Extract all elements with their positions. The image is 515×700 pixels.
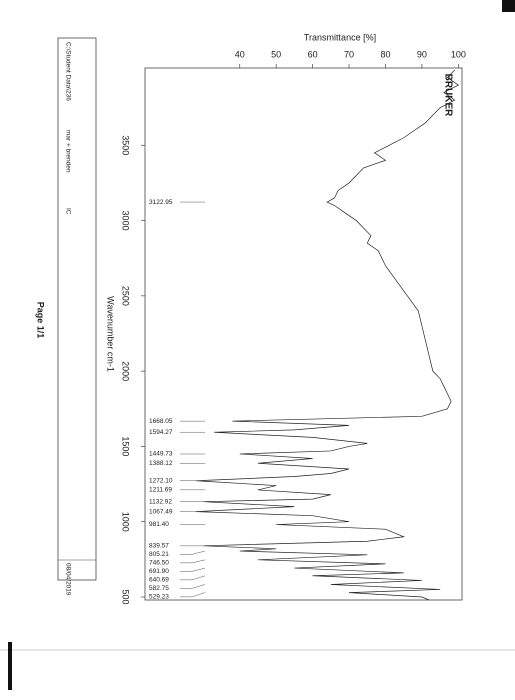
peak-label: 3122.95 — [149, 199, 173, 206]
peak-label: 805.21 — [149, 551, 169, 558]
y-tick-label: 100 — [451, 49, 466, 59]
edge-mark — [502, 0, 515, 12]
peak-label: 1132.92 — [149, 498, 172, 505]
peak-label: 746.50 — [149, 560, 169, 567]
peak-connector — [180, 584, 206, 589]
peak-label: 839.57 — [149, 543, 169, 550]
y-tick-label: 90 — [417, 49, 427, 59]
x-tick-label: 1000 — [121, 512, 131, 532]
peak-connector — [180, 575, 206, 581]
peak-label: 529.23 — [149, 594, 169, 601]
operator: mar + brenden — [64, 130, 71, 173]
plot-frame — [144, 67, 463, 601]
method: IC — [64, 208, 71, 215]
peak-label: 1211.69 — [149, 487, 172, 494]
peak-label: 1272.10 — [149, 477, 173, 484]
peak-label: 582.75 — [149, 585, 169, 592]
peak-connector — [180, 592, 206, 598]
peak-connector — [180, 559, 206, 564]
peak-label: 1594.27 — [149, 429, 173, 436]
x-tick-label: 2500 — [121, 286, 131, 306]
y-tick-label: 40 — [235, 49, 245, 59]
axis-title: Transmittance [%] — [304, 32, 376, 42]
peak-label: 1388.12 — [149, 460, 173, 467]
x-tick-label: 3000 — [121, 211, 131, 231]
x-tick-label: 500 — [121, 589, 131, 604]
x-tick-label: 3500 — [121, 135, 131, 155]
x-axis-label: Wavenumber cm-1 — [106, 296, 116, 372]
peak-label: 691.90 — [149, 568, 169, 575]
x-tick-label: 2000 — [121, 361, 131, 381]
y-tick-label: 70 — [344, 49, 354, 59]
edge-mark — [8, 642, 12, 690]
y-tick-label: 50 — [271, 49, 281, 59]
y-tick-label: 60 — [308, 49, 318, 59]
date: 08/04/2019 — [64, 563, 71, 596]
peak-label: 1067.49 — [149, 508, 173, 515]
file-path: C:\Student Data\236 — [64, 42, 71, 101]
page-number: Page 1/1 — [36, 302, 46, 339]
spectrum-line — [195, 69, 460, 601]
peak-label: 1449.73 — [149, 451, 173, 458]
peak-connector — [180, 550, 206, 555]
peak-connector — [180, 567, 206, 572]
footer-box — [57, 37, 97, 581]
peak-label: 1668.05 — [149, 418, 173, 425]
peak-label: 981.40 — [149, 521, 169, 528]
x-tick-label: 1500 — [121, 436, 131, 456]
peak-label: 640.69 — [149, 577, 169, 584]
y-tick-label: 80 — [380, 49, 390, 59]
